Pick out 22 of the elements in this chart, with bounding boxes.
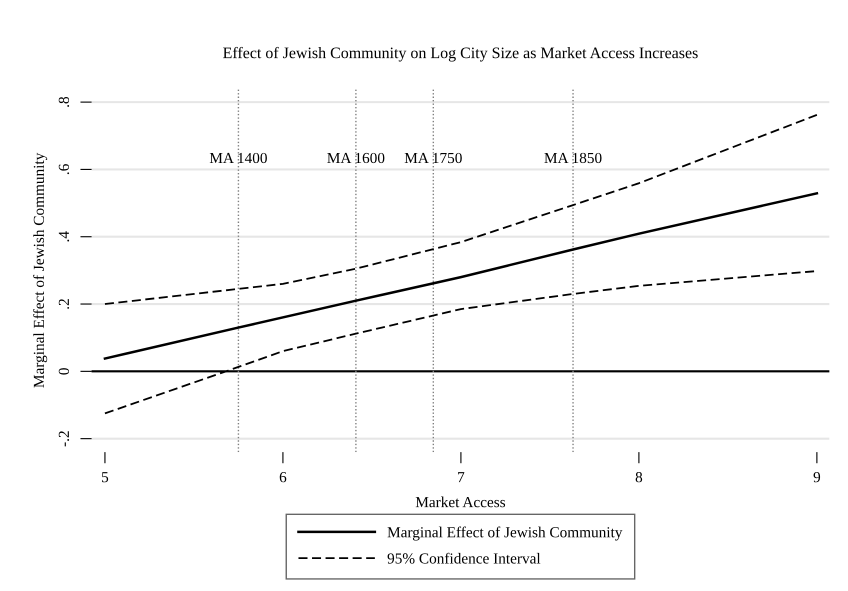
x-tick-label: 9	[814, 472, 820, 482]
y-tick-label: .6	[58, 164, 70, 174]
legend-label: Marginal Effect of Jewish Community	[388, 526, 622, 541]
line-series	[104, 114, 818, 305]
y-tick-label: .4	[58, 231, 70, 242]
y-axis-title: Marginal Effect of Jewish Community	[33, 152, 48, 388]
ref-line-label: MA 1400	[210, 152, 267, 164]
y-tick-label: .8	[58, 96, 70, 107]
ref-line-label: MA 1750	[404, 152, 462, 164]
x-tick-label: 7	[458, 472, 464, 482]
ref-line-label: MA 1850	[544, 152, 602, 164]
x-axis-title: Market Access	[416, 496, 506, 508]
line-series	[104, 192, 818, 360]
chart-title: Effect of Jewish Community on Log City Size as Market Access Increases	[223, 46, 698, 62]
ref-line-label: MA 1600	[327, 152, 384, 164]
y-tick-label: 0	[58, 368, 70, 375]
y-tick-label: -.2	[58, 431, 70, 446]
x-tick-label: 8	[636, 472, 642, 482]
y-tick-label: .2	[58, 299, 70, 309]
x-tick-label: 5	[102, 472, 108, 482]
x-tick-label: 6	[280, 472, 286, 482]
legend-label: 95% Confidence Interval	[388, 552, 540, 564]
